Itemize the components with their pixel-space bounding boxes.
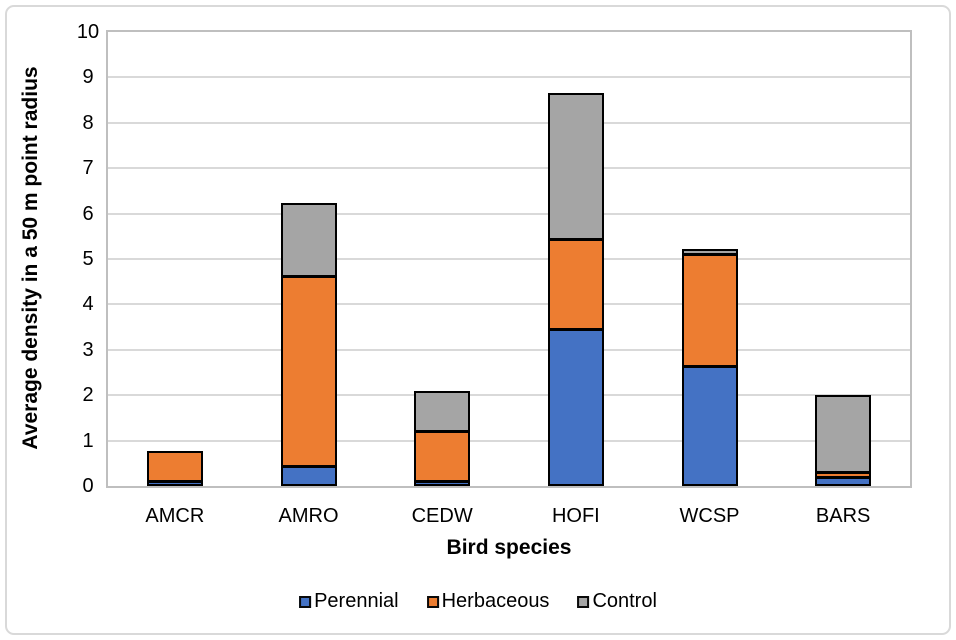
bar-segment-hofi-perennial <box>547 329 604 486</box>
bar-segment-cedw-control <box>414 390 471 432</box>
bar-segment-amcr-herbaceous <box>146 450 203 483</box>
y-tick-label-9: 9 <box>82 66 94 89</box>
y-tick-label-4: 4 <box>82 293 94 316</box>
x-category-label-bars: BARS <box>815 505 871 527</box>
gridline-y-9 <box>108 76 910 79</box>
bar-segment-hofi-herbaceous <box>547 238 604 331</box>
bar-segment-bars-control <box>815 395 872 474</box>
y-tick-label-3: 3 <box>82 338 94 361</box>
y-tick-label-6: 6 <box>82 202 94 225</box>
bar-segment-amro-herbaceous <box>280 275 337 468</box>
bar-segment-cedw-herbaceous <box>414 430 471 482</box>
y-tick-label-0: 0 <box>82 475 94 497</box>
y-tick-label-1: 1 <box>82 429 94 452</box>
bar-segment-wcsp-control <box>681 249 738 256</box>
bar-segment-wcsp-herbaceous <box>681 254 738 367</box>
gridline-y-7 <box>108 167 910 170</box>
gridline-y-4 <box>108 303 910 306</box>
bar-segment-bars-perennial <box>815 476 872 486</box>
legend-item-perennial: Perennial <box>299 590 399 613</box>
legend-item-herbaceous: Herbaceous <box>426 590 550 613</box>
x-category-label-hofi: HOFI <box>551 505 600 527</box>
legend-item-control: Control <box>577 590 657 613</box>
gridline-y-2 <box>108 394 910 397</box>
x-category-label-amro: AMRO <box>278 505 339 527</box>
y-axis-tick-labels: 0 1 2 3 4 5 6 7 8 9 10 <box>0 0 100 640</box>
x-category-label-wcsp: WCSP <box>679 505 740 527</box>
chart-legend: Perennial Herbaceous Control <box>299 590 657 613</box>
x-category-label-amcr: AMCR <box>145 505 205 527</box>
y-tick-label-8: 8 <box>82 111 94 134</box>
legend-swatch-icon <box>299 595 312 608</box>
gridline-y-1 <box>108 439 910 442</box>
y-tick-label-7: 7 <box>82 157 94 180</box>
plot-area <box>106 30 912 488</box>
gridline-y-6 <box>108 212 910 215</box>
gridline-y-5 <box>108 258 910 260</box>
x-axis-category-labels: AMCR AMRO CEDW HOFI WCSP BARS <box>108 503 910 529</box>
bar-segment-amro-control <box>280 203 337 277</box>
gridline-y-3 <box>108 348 910 351</box>
x-axis-title: Bird species <box>446 536 572 559</box>
legend-swatch-icon <box>426 595 439 608</box>
legend-label: Herbaceous <box>441 590 550 612</box>
gridline-y-8 <box>108 121 910 124</box>
legend-label: Perennial <box>314 590 399 612</box>
bar-segment-hofi-control <box>547 93 604 240</box>
legend-label: Control <box>592 590 657 612</box>
legend-swatch-icon <box>577 595 590 608</box>
bar-segment-wcsp-perennial <box>681 365 738 486</box>
bar-segment-amro-perennial <box>280 466 337 486</box>
y-tick-label-10: 10 <box>76 21 100 43</box>
bar-segment-cedw-perennial <box>414 480 471 486</box>
x-category-label-cedw: CEDW <box>411 505 473 527</box>
y-tick-label-5: 5 <box>82 248 94 270</box>
y-tick-label-2: 2 <box>82 384 94 407</box>
